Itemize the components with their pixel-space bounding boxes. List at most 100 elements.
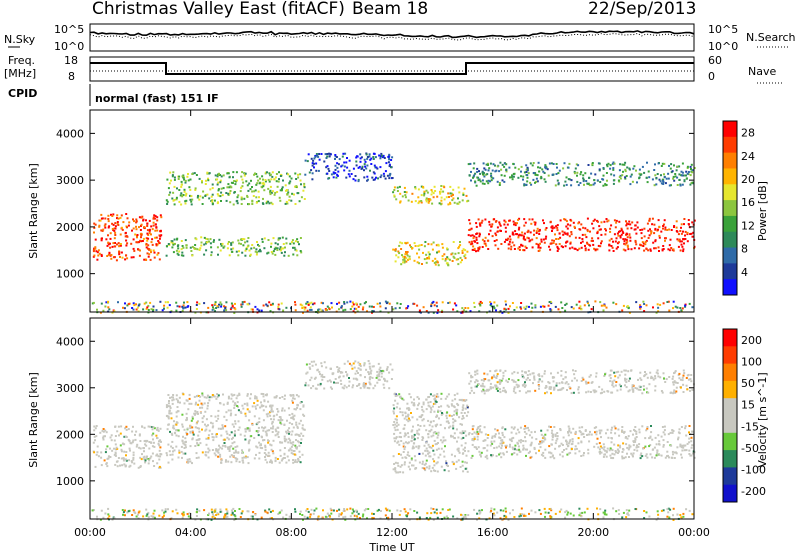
data-cell [366, 156, 369, 158]
data-cell [447, 422, 450, 425]
data-cell [207, 436, 210, 439]
data-cell [326, 155, 329, 158]
data-cell [116, 222, 119, 225]
data-cell [285, 200, 288, 203]
data-cell [506, 381, 509, 383]
data-cell [612, 161, 615, 164]
noise-cell [278, 308, 281, 311]
data-cell [589, 230, 591, 233]
data-cell [315, 387, 318, 390]
data-cell [122, 221, 125, 224]
data-cell [197, 194, 199, 197]
data-cell [175, 411, 178, 414]
data-cell [227, 172, 230, 175]
data-cell [118, 245, 121, 248]
data-cell [128, 447, 131, 450]
noise-cell [164, 508, 167, 511]
data-cell [551, 230, 553, 232]
data-cell [584, 172, 587, 175]
data-cell [387, 155, 390, 158]
data-cell [281, 396, 284, 398]
data-cell [494, 435, 497, 438]
data-cell [283, 440, 286, 442]
data-cell [300, 251, 303, 254]
data-cell [395, 418, 398, 421]
data-cell [658, 453, 661, 456]
data-cell [685, 377, 688, 379]
data-cell [400, 248, 403, 250]
data-cell [158, 258, 161, 261]
data-cell [571, 379, 574, 382]
data-cell [295, 423, 298, 426]
data-cell [531, 164, 534, 167]
data-cell [414, 187, 417, 190]
data-cell [626, 222, 628, 225]
data-cell [300, 438, 303, 441]
data-cell [426, 450, 429, 453]
data-cell [152, 221, 155, 224]
data-cell [146, 232, 149, 235]
data-cell [226, 186, 229, 189]
data-cell [499, 437, 502, 439]
data-cell [634, 241, 637, 244]
noise-cell [224, 306, 227, 309]
data-cell [663, 425, 666, 428]
data-cell [210, 246, 213, 249]
data-cell [217, 189, 220, 192]
data-cell [288, 175, 291, 178]
data-cell [482, 162, 485, 165]
data-cell [295, 185, 298, 188]
data-cell [263, 237, 266, 240]
data-cell [423, 245, 426, 248]
data-cell [548, 382, 551, 385]
data-cell [115, 446, 118, 449]
data-cell [148, 232, 151, 234]
data-cell [610, 441, 613, 444]
data-cell [662, 179, 664, 182]
data-cell [414, 245, 417, 247]
data-cell [656, 372, 659, 375]
data-cell [542, 437, 545, 439]
data-cell [635, 232, 638, 235]
data-cell [605, 172, 608, 174]
noise-cell [96, 308, 98, 311]
data-cell [440, 185, 443, 187]
data-cell [156, 243, 159, 246]
data-cell [522, 447, 525, 450]
colorbar-segment [723, 136, 737, 154]
data-cell [459, 241, 461, 243]
data-cell [277, 237, 280, 240]
data-cell [213, 452, 216, 455]
data-cell [487, 162, 489, 165]
data-cell [94, 439, 96, 442]
data-cell [436, 436, 439, 439]
data-cell [291, 430, 294, 433]
data-cell [582, 454, 585, 457]
data-cell [587, 452, 590, 455]
data-cell [403, 191, 406, 193]
noise-cell [355, 302, 358, 305]
data-cell [527, 370, 530, 373]
noise-cell [256, 308, 259, 311]
data-cell [109, 232, 112, 235]
data-cell [230, 445, 233, 448]
data-cell [614, 240, 617, 243]
noise-cell [493, 307, 496, 310]
data-cell [261, 238, 264, 241]
y-tick-label: 2000 [56, 221, 84, 234]
data-cell [388, 163, 391, 166]
data-cell [690, 380, 693, 383]
data-cell [450, 403, 453, 406]
data-cell [535, 438, 538, 441]
data-cell [464, 253, 467, 256]
data-cell [482, 173, 484, 176]
data-cell [487, 434, 490, 436]
data-cell [454, 455, 456, 458]
data-cell [405, 456, 408, 459]
data-cell [432, 449, 435, 452]
data-cell [151, 445, 154, 448]
data-cell [574, 370, 577, 372]
data-cell [236, 196, 239, 199]
data-cell [269, 185, 272, 188]
data-cell [515, 383, 518, 386]
